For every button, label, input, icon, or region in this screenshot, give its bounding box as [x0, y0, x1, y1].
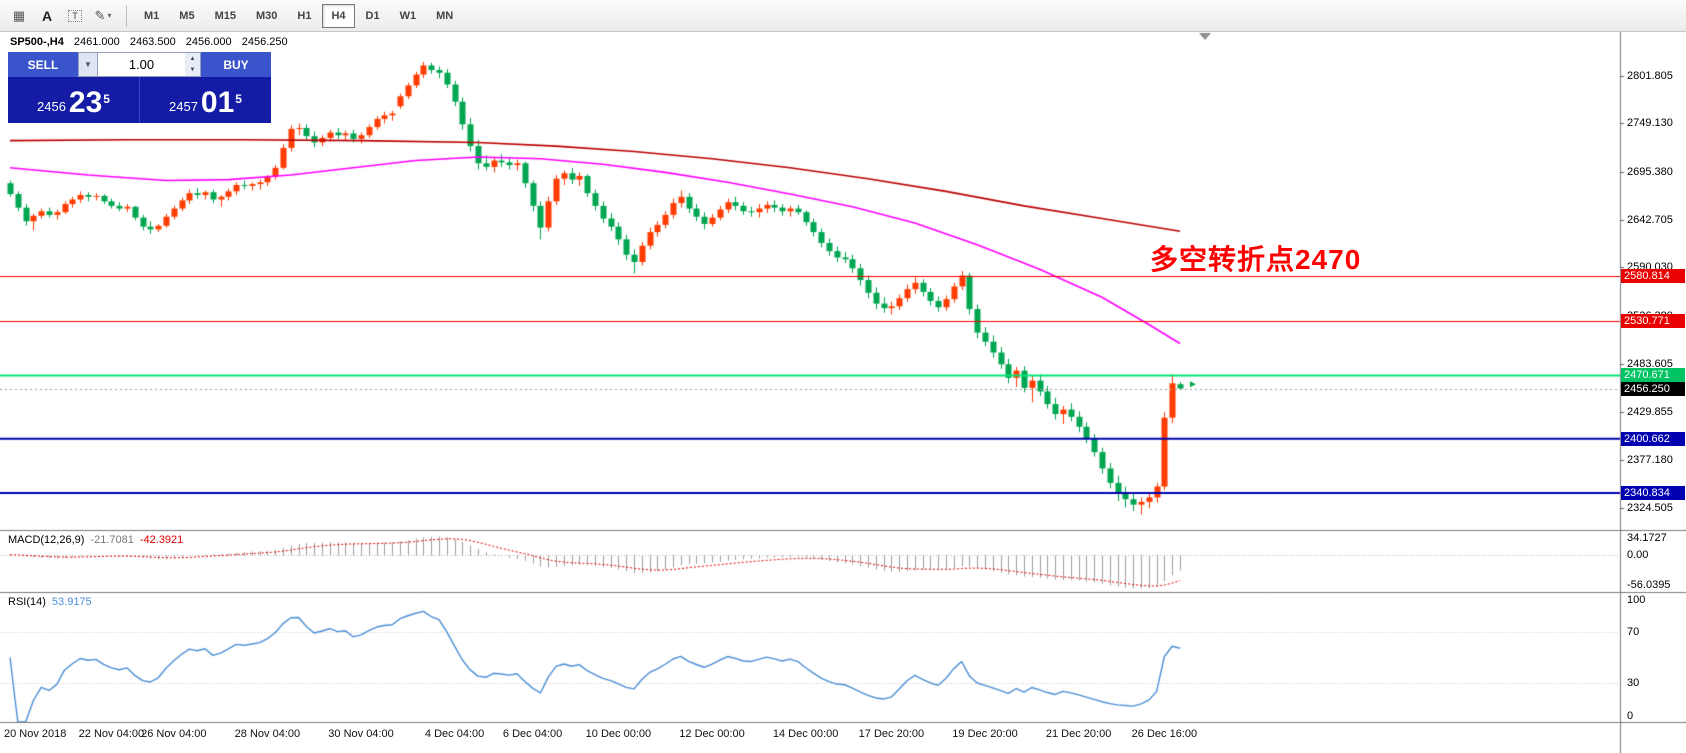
macd-main-value: -21.7081	[90, 534, 134, 546]
time-axis-label: 26 Dec 16:00	[1131, 728, 1198, 740]
textbox-icon: T	[68, 9, 82, 22]
tf-button-w1[interactable]: W1	[399, 9, 417, 22]
price-axis-tick: 2695.380	[1627, 166, 1673, 178]
time-axis-label: 12 Dec 00:00	[679, 728, 745, 740]
symbol-label: SP500-,H4	[10, 36, 64, 48]
macd-name: MACD(12,26,9)	[8, 534, 85, 546]
chevron-down-icon: ▼	[84, 60, 92, 69]
tf-button-m5[interactable]: M5	[179, 9, 195, 22]
draw-tool-button[interactable]: ✎ ▾	[90, 4, 116, 28]
ask-price: 2457 01 5	[140, 77, 271, 123]
time-axis-label: 6 Dec 04:00	[502, 728, 563, 740]
macd-label: MACD(12,26,9) -21.7081 -42.3921	[8, 534, 183, 546]
bid-pipette: 5	[103, 92, 110, 106]
tf-button-h1[interactable]: H1	[297, 9, 312, 22]
rsi-axis-label: 100	[1627, 594, 1646, 606]
low-value: 2456.000	[185, 36, 232, 48]
toolbar: ▦ A T ✎ ▾ M1 M5 M15 M30 H1 H4 D1 W1 MN	[0, 0, 1686, 32]
time-axis-label: 26 Nov 04:00	[141, 728, 207, 740]
price-level-badge[interactable]: 2470.671	[1621, 368, 1685, 383]
rsi-name: RSI(14)	[8, 596, 46, 608]
volume-steppers: ▲ ▼	[185, 52, 201, 77]
close-value: 2456.250	[241, 36, 288, 48]
price-axis-tick: 2749.130	[1627, 117, 1673, 130]
buy-button[interactable]: BUY	[201, 52, 271, 77]
time-axis-label: 22 Nov 04:00	[78, 728, 145, 740]
volume-input[interactable]: 1.00	[98, 52, 185, 77]
open-value: 2461.000	[73, 36, 120, 48]
time-axis-label: 19 Dec 20:00	[952, 728, 1018, 740]
time-axis-label: 21 Dec 20:00	[1045, 728, 1112, 740]
price-axis-tick: 2377.180	[1627, 454, 1673, 467]
tf-button-m15[interactable]: M15	[214, 9, 236, 22]
price-axis-tick: 2429.855	[1627, 406, 1673, 419]
sell-button[interactable]: SELL	[8, 52, 78, 77]
trade-prices-row: 2456 23 5 2457 01 5	[8, 77, 271, 123]
ohlc-header: SP500-,H4 2461.000 2463.500 2456.000 245…	[10, 36, 295, 48]
rsi-label: RSI(14) 53.9175	[8, 596, 92, 608]
bid-big-figure: 2456	[37, 99, 66, 114]
high-value: 2463.500	[129, 36, 176, 48]
time-axis-label: 20 Nov 2018	[4, 728, 67, 740]
ask-pips: 01	[200, 86, 235, 119]
ask-pipette: 5	[235, 92, 242, 106]
textbox-tool-button[interactable]: T	[62, 4, 88, 28]
price-level-badge[interactable]: 2530.771	[1621, 314, 1685, 329]
volume-up-button[interactable]: ▲	[185, 53, 200, 65]
pencil-icon: ✎	[94, 7, 106, 23]
rsi-axis-label: 0	[1627, 710, 1634, 722]
one-click-trade-panel: SELL ▼ 1.00 ▲ ▼ BUY 2456 23 5 2457 01 5	[8, 52, 271, 123]
tf-button-d1[interactable]: D1	[365, 9, 380, 22]
time-axis-label: 14 Dec 00:00	[772, 728, 839, 740]
price-axis-tick: 2801.805	[1627, 69, 1673, 82]
bid-price: 2456 23 5	[8, 77, 140, 123]
grid-icon: ▦	[12, 7, 26, 23]
timeframe-group: M1 M5 M15 M30 H1 H4 D1 W1 MN	[135, 3, 464, 28]
trade-controls-row: SELL ▼ 1.00 ▲ ▼ BUY	[8, 52, 271, 77]
ask-big-figure: 2457	[169, 99, 198, 114]
annotation-text: 多空转折点2470	[1150, 244, 1362, 275]
time-axis-label: 30 Nov 04:00	[328, 728, 394, 740]
volume-dropdown[interactable]: ▼	[78, 52, 98, 77]
time-axis-label: 10 Dec 00:00	[585, 728, 652, 740]
letter-a-icon: A	[41, 7, 53, 24]
macd-axis-label: -56.0395	[1627, 579, 1671, 591]
rsi-axis-label: 70	[1627, 625, 1640, 638]
time-axis-label: 28 Nov 04:00	[234, 728, 301, 740]
price-axis-tick: 2642.705	[1627, 213, 1673, 226]
price-level-badge[interactable]: 2400.662	[1621, 431, 1685, 446]
time-axis-label: 4 Dec 04:00	[424, 728, 485, 740]
bid-pips: 23	[68, 86, 103, 119]
toolbar-separator	[126, 4, 127, 27]
time-axis-label: 17 Dec 20:00	[858, 728, 925, 740]
tf-button-h4[interactable]: H4	[322, 3, 355, 28]
macd-signal-value: -42.3921	[139, 534, 184, 546]
price-axis-tick: 2483.605	[1627, 357, 1673, 370]
price-level-badge[interactable]: 2580.814	[1621, 268, 1685, 283]
price-axis-tick: 2324.505	[1627, 501, 1673, 514]
current-price-badge: 2456.250	[1621, 381, 1685, 396]
chart-area: SP500-,H4 2461.000 2463.500 2456.000 245…	[0, 32, 1686, 753]
price-level-badge[interactable]: 2340.834	[1621, 486, 1685, 501]
tf-button-mn[interactable]: MN	[436, 9, 454, 22]
text-label-tool-button[interactable]: A	[34, 4, 60, 28]
chevron-down-icon: ▾	[107, 11, 112, 20]
rsi-axis-label: 30	[1627, 677, 1640, 690]
chart-canvas[interactable]	[0, 32, 1686, 753]
grid-tool-icon[interactable]: ▦	[6, 4, 32, 28]
tf-button-m30[interactable]: M30	[255, 9, 278, 22]
macd-axis-label: 34.1727	[1627, 532, 1667, 544]
volume-down-button[interactable]: ▼	[185, 64, 200, 76]
tf-button-m1[interactable]: M1	[144, 9, 160, 22]
rsi-value: 53.9175	[51, 596, 92, 608]
macd-axis-label: 0.00	[1627, 548, 1649, 561]
